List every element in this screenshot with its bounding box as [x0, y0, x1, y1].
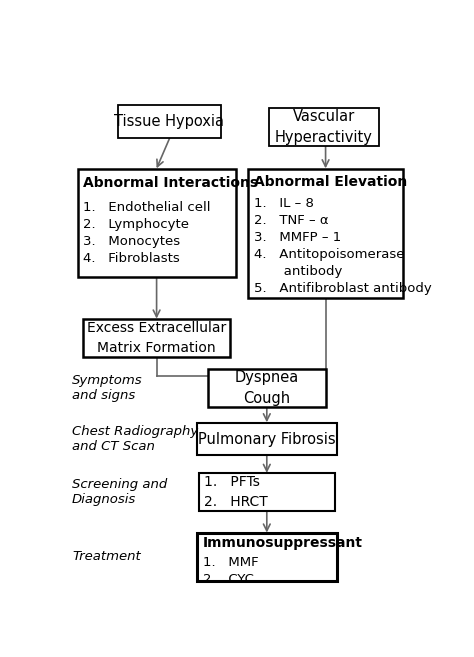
Bar [208, 369, 326, 407]
Bar [118, 105, 221, 138]
Text: Screening and
Diagnosis: Screening and Diagnosis [72, 478, 167, 506]
Text: Excess Extracellular
Matrix Formation: Excess Extracellular Matrix Formation [87, 321, 226, 355]
Text: Abnormal Interactions: Abnormal Interactions [83, 177, 258, 191]
Text: Abnormal Elevation: Abnormal Elevation [254, 175, 407, 189]
Text: Vascular
Hyperactivity: Vascular Hyperactivity [275, 109, 373, 145]
Text: 1.   MMF
2.   CYC: 1. MMF 2. CYC [202, 556, 258, 585]
Bar [199, 473, 335, 511]
Text: Immunosuppressant: Immunosuppressant [202, 536, 363, 550]
Text: 1.   PFTs
2.   HRCT: 1. PFTs 2. HRCT [204, 476, 268, 509]
Bar [197, 533, 337, 581]
Text: Symptoms
and signs: Symptoms and signs [72, 374, 143, 403]
Text: Pulmonary Fibrosis: Pulmonary Fibrosis [198, 432, 336, 447]
Bar [248, 169, 403, 298]
Bar [197, 422, 337, 455]
Text: Tissue Hypoxia: Tissue Hypoxia [114, 114, 225, 129]
Text: 1.   IL – 8
2.   TNF – α
3.   MMFP – 1
4.   Antitopoisomerase
       antibody
5.: 1. IL – 8 2. TNF – α 3. MMFP – 1 4. Anti… [254, 197, 432, 295]
Text: Dyspnea
Cough: Dyspnea Cough [235, 371, 299, 407]
Bar [269, 108, 379, 146]
Text: 1.   Endothelial cell
2.   Lymphocyte
3.   Monocytes
4.   Fibroblasts: 1. Endothelial cell 2. Lymphocyte 3. Mon… [83, 201, 210, 265]
Bar [78, 169, 236, 277]
Text: Treatment: Treatment [72, 551, 141, 564]
Bar [83, 319, 230, 357]
Text: Chest Radiography
and CT Scan: Chest Radiography and CT Scan [72, 425, 198, 453]
